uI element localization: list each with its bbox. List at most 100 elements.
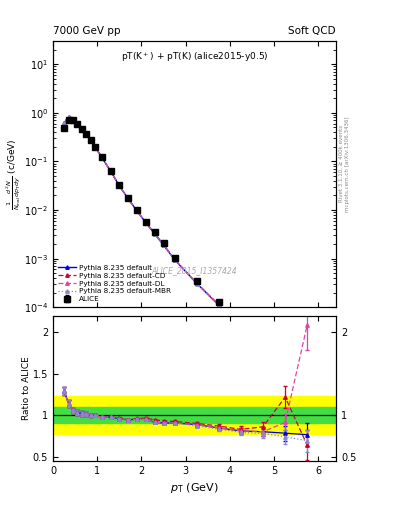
Pythia 8.235 default-CD [84,131,88,137]
Y-axis label: Ratio to ALICE: Ratio to ALICE [22,356,31,420]
Text: 7000 GeV pp: 7000 GeV pp [53,26,121,36]
Pythia 8.235 default-DL [195,281,199,287]
Pythia 8.235 default-MBR [108,168,113,174]
Pythia 8.235 default-CD [161,242,166,248]
Pythia 8.235 default-DL [143,220,148,226]
Pythia 8.235 default-DL [84,131,88,137]
Pythia 8.235 default-MBR [75,120,80,126]
Pythia 8.235 default-DL [108,168,113,174]
Pythia 8.235 default-DL [88,137,93,143]
Pythia 8.235 default-MBR [152,231,157,237]
Pythia 8.235 default-DL [217,302,221,308]
Pythia 8.235 default [172,257,177,263]
Pythia 8.235 default [283,355,288,361]
Pythia 8.235 default-MBR [71,116,75,122]
Text: Rivet 3.1.10, ≥ 400k events: Rivet 3.1.10, ≥ 400k events [339,125,344,202]
Pythia 8.235 default [261,338,265,345]
Line: Pythia 8.235 default-MBR: Pythia 8.235 default-MBR [62,115,309,378]
Pythia 8.235 default-MBR [84,131,88,137]
Pythia 8.235 default [195,281,199,287]
Text: mcplots.cern.ch [arXiv:1306.3436]: mcplots.cern.ch [arXiv:1306.3436] [345,116,350,211]
Pythia 8.235 default-CD [152,230,157,237]
Text: ALICE_2015_I1357424: ALICE_2015_I1357424 [152,266,237,275]
Pythia 8.235 default-MBR [62,120,66,126]
Pythia 8.235 default-MBR [239,321,243,327]
Pythia 8.235 default [217,302,221,308]
Pythia 8.235 default-DL [62,120,66,126]
Pythia 8.235 default [126,196,130,202]
Pythia 8.235 default [152,231,157,237]
Pythia 8.235 default-MBR [172,257,177,263]
Pythia 8.235 default [84,131,88,137]
Pythia 8.235 default-CD [283,346,288,352]
Pythia 8.235 default-CD [217,302,221,308]
Pythia 8.235 default-MBR [217,303,221,309]
Pythia 8.235 default-MBR [261,339,265,345]
Pythia 8.235 default-CD [71,116,75,122]
Pythia 8.235 default-CD [62,120,66,126]
Pythia 8.235 default [135,208,140,214]
Pythia 8.235 default-CD [195,280,199,286]
Pythia 8.235 default [239,320,243,326]
Pythia 8.235 default-CD [305,375,310,381]
Pythia 8.235 default-CD [79,125,84,132]
Pythia 8.235 default-MBR [88,137,93,143]
Pythia 8.235 default [99,154,104,160]
Pythia 8.235 default-DL [283,352,288,358]
Pythia 8.235 default [88,137,93,143]
Pythia 8.235 default-CD [239,319,243,326]
Pythia 8.235 default-MBR [143,220,148,226]
Pythia 8.235 default-CD [126,196,130,202]
Pythia 8.235 default-MBR [93,144,97,150]
Pythia 8.235 default-MBR [79,125,84,132]
Pythia 8.235 default [143,220,148,226]
Pythia 8.235 default-CD [172,256,177,262]
Line: Pythia 8.235 default-DL: Pythia 8.235 default-DL [62,115,309,357]
Pythia 8.235 default-DL [71,116,75,122]
Pythia 8.235 default-DL [75,120,80,126]
Pythia 8.235 default-MBR [161,242,166,248]
Pythia 8.235 default-MBR [283,356,288,362]
Line: Pythia 8.235 default-CD: Pythia 8.235 default-CD [62,115,309,380]
Pythia 8.235 default [108,168,113,174]
Pythia 8.235 default-DL [239,320,243,326]
Pythia 8.235 default [93,144,97,150]
Pythia 8.235 default [79,125,84,132]
Pythia 8.235 default-CD [108,168,113,174]
Pythia 8.235 default-CD [93,144,97,150]
Pythia 8.235 default-DL [172,257,177,263]
Pythia 8.235 default-MBR [135,208,140,214]
Pythia 8.235 default-DL [66,114,71,120]
Legend: Pythia 8.235 default, Pythia 8.235 default-CD, Pythia 8.235 default-DL, Pythia 8: Pythia 8.235 default, Pythia 8.235 defau… [57,263,173,304]
Pythia 8.235 default-DL [93,144,97,150]
Pythia 8.235 default-MBR [126,196,130,202]
Pythia 8.235 default-MBR [195,281,199,287]
Line: Pythia 8.235 default: Pythia 8.235 default [62,115,309,376]
Pythia 8.235 default [117,183,122,189]
Pythia 8.235 default-CD [75,120,80,126]
Pythia 8.235 default-DL [117,183,122,189]
Pythia 8.235 default [305,371,310,377]
Pythia 8.235 default-DL [126,196,130,202]
Pythia 8.235 default-CD [135,208,140,214]
Text: Soft QCD: Soft QCD [288,26,336,36]
Pythia 8.235 default-CD [117,183,122,189]
Pythia 8.235 default-DL [79,125,84,132]
Pythia 8.235 default-DL [305,350,310,356]
Pythia 8.235 default-MBR [99,154,104,160]
Pythia 8.235 default [71,116,75,122]
Pythia 8.235 default-CD [261,337,265,343]
Pythia 8.235 default-MBR [66,114,71,120]
Pythia 8.235 default [75,120,80,126]
Pythia 8.235 default-CD [99,154,104,160]
Pythia 8.235 default-CD [143,219,148,225]
X-axis label: $p_{\rm{T}}$ (GeV): $p_{\rm{T}}$ (GeV) [170,481,219,495]
Y-axis label: $\frac{1}{N_{\rm{inal}}}\frac{d^2N}{dp_{\rm{T}}dy}$ (c/GeV): $\frac{1}{N_{\rm{inal}}}\frac{d^2N}{dp_{… [4,138,23,210]
Pythia 8.235 default-DL [135,208,140,214]
Pythia 8.235 default [66,114,71,120]
Pythia 8.235 default-CD [88,137,93,143]
Pythia 8.235 default [62,120,66,126]
Pythia 8.235 default-MBR [305,373,310,379]
Pythia 8.235 default-DL [152,231,157,237]
Pythia 8.235 default-MBR [117,183,122,189]
